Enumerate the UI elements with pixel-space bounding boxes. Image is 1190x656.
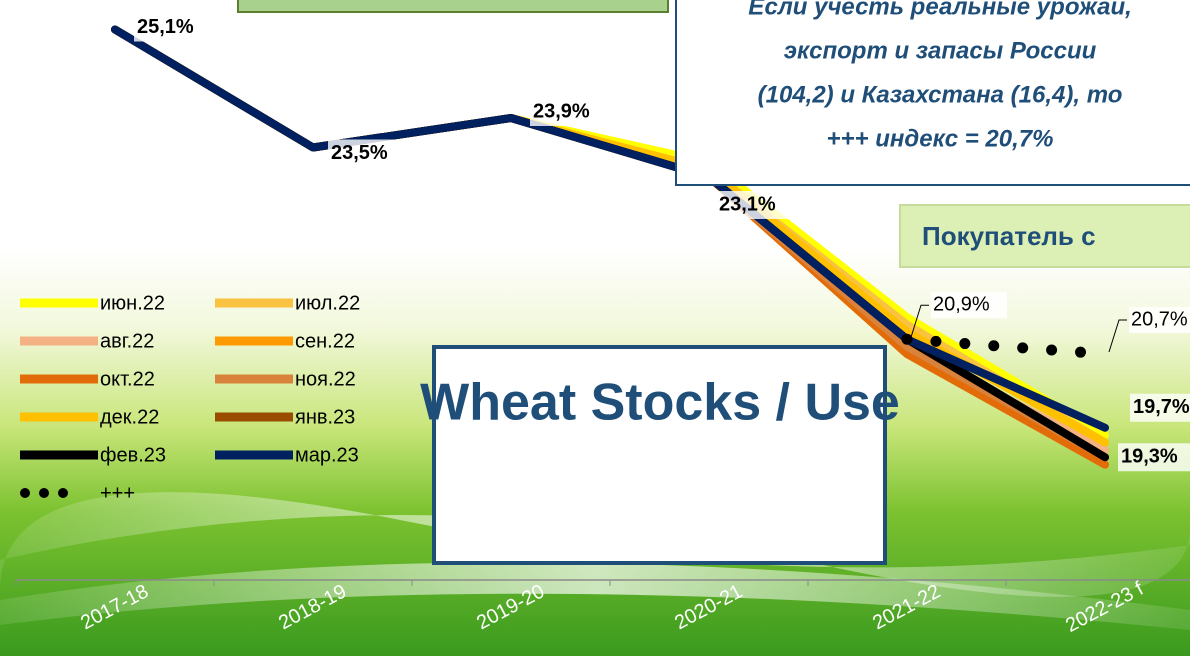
dotted-line [901,333,1111,360]
leader-line [910,304,929,338]
data-label: 23,1% [719,193,776,215]
data-label: 20,7% [1131,308,1188,330]
label-bg [931,292,1007,319]
header-box [237,0,669,13]
leader-line [1108,319,1127,353]
legend-label: +++ [100,482,135,504]
legend-label: фев.23 [100,444,166,466]
label-bg [134,13,220,42]
label-bg [1130,393,1190,422]
legend-label: окт.22 [100,368,155,390]
legend-label: мар.23 [295,444,359,466]
label-bg [328,139,414,168]
label-bg [716,191,802,219]
series-line [111,25,1109,432]
label-bg [1118,443,1190,472]
data-label: 19,3% [1121,446,1178,468]
legend: июн.22 июл.22 авг.22 сен.22 окт.22 ноя.22 дек.… [20,292,360,504]
data-label: 20,9% [933,294,990,316]
annotation-box [675,0,1190,186]
data-label: 23,5% [331,142,388,164]
chart-title: Wheat Stocks / Use [420,374,900,432]
legend-label: авг.22 [100,330,154,352]
annotation: Если учесть реальные урожаи, [748,0,1132,20]
annotation: экспорт и запасы России [784,37,1097,64]
legend-label: ноя.22 [295,368,356,390]
annotation: (104,2) и Казахстана (16,4), то [758,81,1123,108]
data-label: 19,7% [1133,396,1190,418]
data-label: 25,1% [137,16,194,38]
annotation-box [899,204,1190,268]
annotation: +++ индекс = 20,7% [827,125,1054,152]
annotation: Покупатель с [922,221,1096,251]
legend-label: июн.22 [100,292,165,314]
label-bg [1129,307,1190,333]
legend-label: янв.23 [295,406,355,428]
label-bg [530,98,616,126]
data-label: 23,9% [533,100,590,122]
legend-label: июл.22 [295,292,360,314]
legend-label: дек.22 [100,406,159,428]
title-box [432,345,887,565]
legend-label: сен.22 [295,330,355,352]
